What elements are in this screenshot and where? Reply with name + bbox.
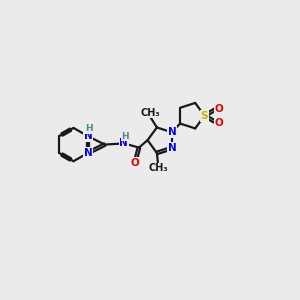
Text: S: S <box>201 111 208 121</box>
Text: N: N <box>84 131 92 141</box>
Text: CH₃: CH₃ <box>148 163 168 173</box>
Text: N: N <box>84 148 92 158</box>
Text: H: H <box>121 132 129 141</box>
Text: O: O <box>130 158 139 168</box>
Text: N: N <box>168 143 176 153</box>
Text: O: O <box>214 118 223 128</box>
Text: N: N <box>119 138 128 148</box>
Text: CH₃: CH₃ <box>141 108 160 118</box>
Text: N: N <box>168 127 176 137</box>
Text: H: H <box>85 124 93 134</box>
Text: O: O <box>214 104 223 114</box>
